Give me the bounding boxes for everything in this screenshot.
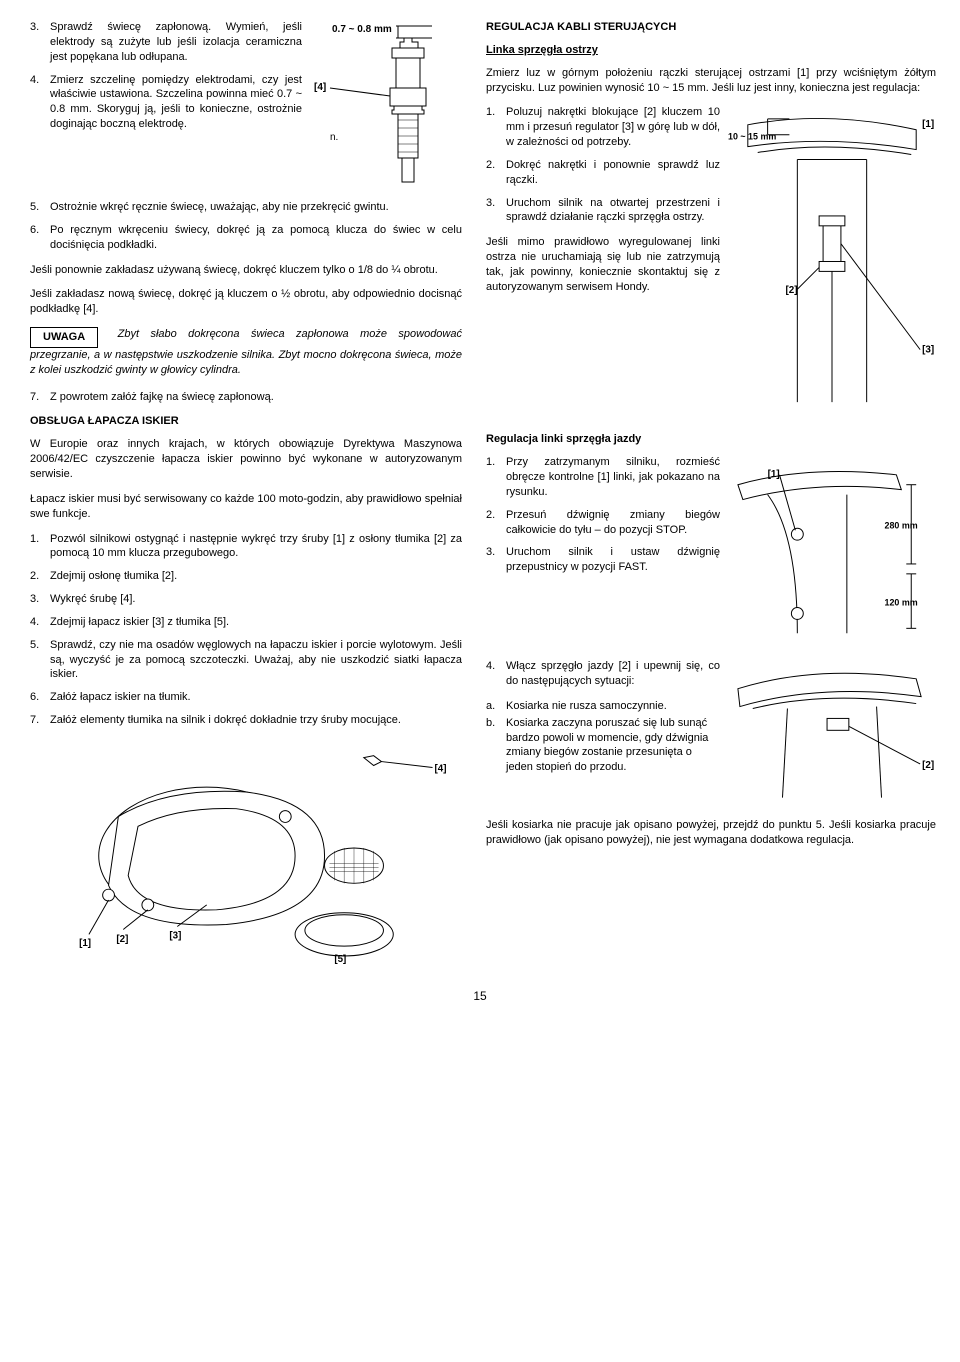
svg-text:10 ~ 15 mm: 10 ~ 15 mm (728, 132, 776, 142)
spark-ref-4: [4] (314, 82, 326, 93)
blade-step-1: 1.Poluzuj nakrętki blokujące [2] kluczem… (486, 105, 720, 150)
cable-heading: REGULACJA KABLI STERUJĄCYCH (486, 20, 936, 35)
blade-final-para: Jeśli mimo prawidłowo wyregulowanej link… (486, 235, 720, 294)
uwaga-block: UWAGA Zbyt słabo dokręcona świeca zapłon… (30, 327, 462, 378)
blade-step-2: 2.Dokręć nakrętki i ponownie sprawdź luz… (486, 158, 720, 188)
drive-final-para: Jeśli kosiarka nie pracuje jak opisano p… (486, 818, 936, 848)
svg-text:[4]: [4] (435, 763, 447, 774)
arrester-step-4: 4.Zdejmij łapacz iskier [3] z tłumika [5… (30, 615, 462, 630)
svg-text:120 mm: 120 mm (884, 598, 917, 608)
drive-step-4a: a.Kosiarka nie rusza samoczynnie. (486, 699, 720, 714)
step-4: 4. Zmierz szczelinę pomiędzy elektrodami… (30, 73, 302, 132)
svg-text:[2]: [2] (922, 760, 934, 771)
svg-text:[1]: [1] (768, 469, 780, 480)
spark-arrester-p2: Łapacz iskier musi być serwisowany co ka… (30, 492, 462, 522)
drive-clutch-diagram-2: [2] (728, 659, 936, 808)
reinstall-new-para: Jeśli zakładasz nową świecę, dokręć ją k… (30, 287, 462, 317)
spark-arrester-heading: OBSŁUGA ŁAPACZA ISKIER (30, 414, 462, 429)
step-7: 7. Z powrotem załóż fajkę na świecę zapł… (30, 390, 462, 405)
svg-text:[1]: [1] (922, 119, 934, 130)
svg-text:[2]: [2] (785, 286, 797, 297)
left-column: 3. Sprawdź świecę zapłonową. Wymień, jeś… (30, 20, 462, 964)
step-7-text: Z powrotem załóż fajkę na świecę zapłono… (50, 390, 462, 405)
step-6-text: Po ręcznym wkręceniu świecy, dokręć ją z… (50, 223, 462, 253)
step-3: 3. Sprawdź świecę zapłonową. Wymień, jeś… (30, 20, 302, 65)
step-5-text: Ostrożnie wkręć ręcznie świecę, uważając… (50, 200, 462, 215)
blade-step-3: 3.Uruchom silnik na otwartej przestrzeni… (486, 196, 720, 226)
arrester-step-2: 2.Zdejmij osłonę tłumika [2]. (30, 569, 462, 584)
drive-step-3: 3.Uruchom silnik i ustaw dźwignię przepu… (486, 545, 720, 575)
arrester-step-1: 1.Pozwól silnikowi ostygnąć i następnie … (30, 532, 462, 562)
drive-step-1: 1.Przy zatrzymanym silniku, rozmieść obr… (486, 455, 720, 500)
svg-text:280 mm: 280 mm (884, 520, 917, 530)
arrester-step-6: 6.Załóż łapacz iskier na tłumik. (30, 690, 462, 705)
blade-clutch-diagram: 10 ~ 15 mm [1] [2] [3] (728, 105, 936, 422)
svg-text:[5]: [5] (334, 954, 346, 964)
step-5: 5. Ostrożnie wkręć ręcznie świecę, uważa… (30, 200, 462, 215)
arrester-step-7: 7.Załóż elementy tłumika na silnik i dok… (30, 713, 462, 728)
page-number: 15 (30, 988, 930, 1004)
spark-arrester-p1: W Europie oraz innych krajach, w których… (30, 437, 462, 482)
uwaga-label: UWAGA (30, 327, 98, 348)
drive-step-4: 4. Włącz sprzęgło jazdy [2] i upewnij si… (486, 659, 720, 689)
blade-clutch-heading: Linka sprzęgła ostrzy (486, 43, 936, 58)
spark-gap-label: 0.7 ~ 0.8 mm (332, 24, 392, 35)
arrester-step-3: 3.Wykręć śrubę [4]. (30, 592, 462, 607)
muffler-diagram: [4] [5] [1] [2] (30, 738, 462, 964)
drive-step-4b: b.Kosiarka zaczyna poruszać się lub suną… (486, 716, 720, 775)
arrester-step-5: 5.Sprawdź, czy nie ma osadów węglowych n… (30, 638, 462, 683)
drive-clutch-diagram-1: [1] 280 mm 120 mm (728, 455, 936, 653)
svg-text:[2]: [2] (116, 934, 128, 945)
svg-text:[3]: [3] (169, 930, 181, 941)
reinstall-used-para: Jeśli ponownie zakładasz używaną świecę,… (30, 263, 462, 278)
drive-step-2: 2.Przesuń dźwignię zmiany biegów całkowi… (486, 508, 720, 538)
step-4-text: Zmierz szczelinę pomiędzy elektrodami, c… (50, 73, 302, 132)
step-6: 6. Po ręcznym wkręceniu świecy, dokręć j… (30, 223, 462, 253)
blade-clutch-intro: Zmierz luz w górnym położeniu rączki ste… (486, 66, 936, 96)
spark-plug-diagram: 0.7 ~ 0.8 mm [ (312, 20, 462, 200)
svg-text:[3]: [3] (922, 345, 934, 356)
step-3-text: Sprawdź świecę zapłonową. Wymień, jeśli … (50, 20, 302, 65)
svg-text:[1]: [1] (79, 938, 91, 949)
right-column: REGULACJA KABLI STERUJĄCYCH Linka sprzęg… (486, 20, 936, 964)
drive-clutch-heading: Regulacja linki sprzęgła jazdy (486, 432, 936, 447)
spark-ref-n: n. (330, 132, 338, 143)
